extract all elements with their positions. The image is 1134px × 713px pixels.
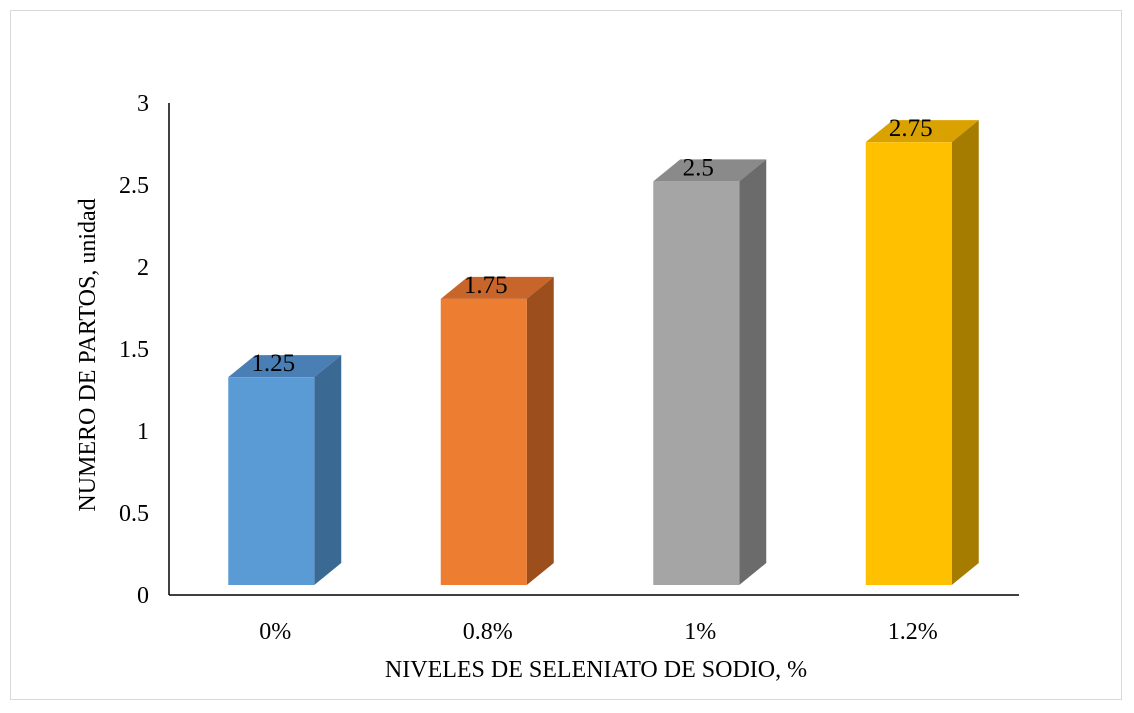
y-tick-label: 3 <box>137 91 149 117</box>
x-tick-labels: 0% 0.8% 1% 1.2% <box>259 619 938 645</box>
y-tick-label: 0 <box>137 583 149 609</box>
bar-front-face <box>653 181 740 586</box>
x-axis-title: NIVELES DE SELENIATO DE SODIO, % <box>385 657 807 683</box>
x-tick-label: 0.8% <box>463 619 513 645</box>
bar-front-face <box>865 142 952 585</box>
bar-chart: 0 0.5 1 1.5 2 2.5 3 1.25 1.75 2.5 2.75 0% 0.8% 1% 1.… <box>75 91 1019 683</box>
bar-side-face <box>951 120 979 586</box>
bar-side-face <box>314 355 342 585</box>
y-tick-label: 1 <box>137 419 149 445</box>
y-tick-label: 0.5 <box>119 501 149 527</box>
data-label: 2.5 <box>683 154 714 181</box>
bars <box>228 120 979 586</box>
x-tick-label: 1.2% <box>888 619 938 645</box>
data-labels: 1.25 1.75 2.5 2.75 <box>251 115 932 377</box>
x-tick-label: 1% <box>684 619 716 645</box>
data-label: 2.75 <box>889 115 933 142</box>
bar <box>440 276 554 585</box>
y-tick-label: 1.5 <box>119 337 149 363</box>
bar-top-face <box>228 355 342 378</box>
bar <box>653 159 767 586</box>
y-tick-label: 2.5 <box>119 173 149 199</box>
y-axis-title: NUMERO DE PARTOS, unidad <box>75 198 101 511</box>
axes <box>168 103 1019 596</box>
y-tick-label: 2 <box>137 255 149 281</box>
bar <box>865 120 979 586</box>
bar-side-face <box>739 159 767 586</box>
data-label: 1.25 <box>251 350 295 377</box>
bar-front-face <box>228 377 315 585</box>
bar-top-face <box>865 120 979 143</box>
x-tick-label: 0% <box>259 619 291 645</box>
y-tick-labels: 0 0.5 1 1.5 2 2.5 3 <box>119 91 149 609</box>
data-label: 1.75 <box>464 272 508 299</box>
bar-front-face <box>440 298 527 585</box>
bar-top-face <box>653 159 767 182</box>
bar-side-face <box>526 276 554 585</box>
chart-frame: 0 0.5 1 1.5 2 2.5 3 1.25 1.75 2.5 2.75 0% 0.8% 1% 1.… <box>10 10 1122 700</box>
bar-top-face <box>440 276 554 299</box>
bar <box>228 355 342 585</box>
